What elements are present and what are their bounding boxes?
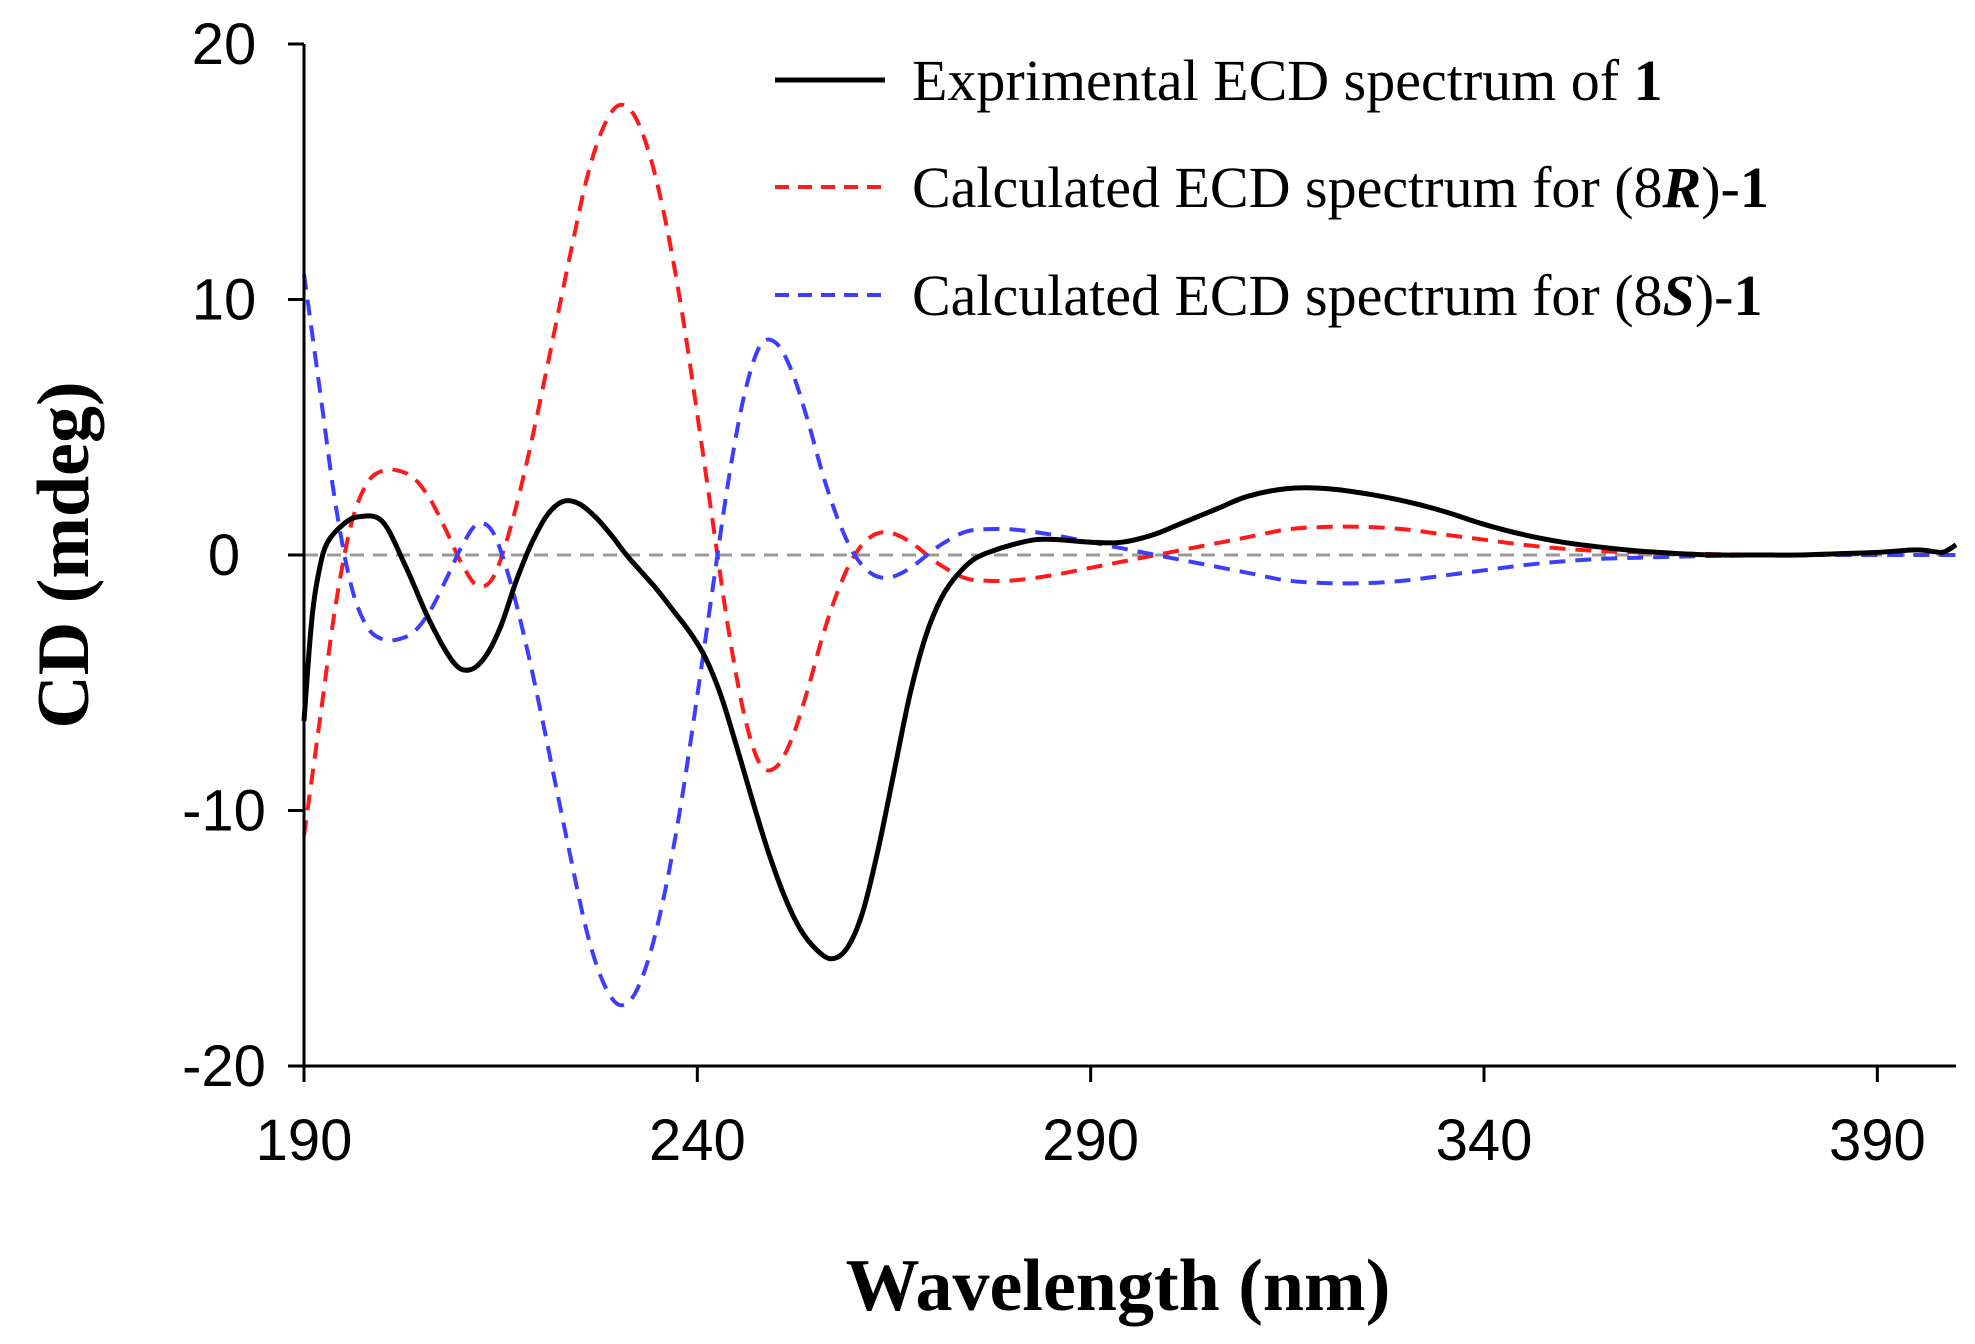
x-tick-label: 190 — [256, 1108, 353, 1173]
series-layer — [301, 102, 1958, 1008]
x-tick-label: 290 — [1042, 1108, 1139, 1173]
legend: Exprimental ECD spectrum of 1 Calculated … — [775, 48, 1769, 328]
y-tick-label: -20 — [182, 1034, 266, 1099]
x-axis-title: Wavelength (nm) — [846, 1245, 1391, 1327]
x-tick-label: 390 — [1829, 1108, 1926, 1173]
series-line-1 — [302, 102, 1956, 837]
series-line-2 — [302, 273, 1956, 1008]
y-tick-label: -10 — [182, 779, 266, 844]
y-tick-label: 10 — [192, 268, 257, 333]
y-tick-label: 0 — [208, 523, 240, 588]
y-tick-label: 20 — [192, 12, 257, 77]
legend-label: Calculated ECD spectrum for (8S)-1 — [912, 263, 1762, 328]
y-axis-title: CD (mdeg) — [23, 381, 105, 728]
series-line-0 — [301, 485, 1958, 962]
x-tick-label: 240 — [649, 1108, 746, 1173]
x-tick-label: 340 — [1436, 1108, 1533, 1173]
axis-layer: 20 10 0 -10 -20 190 240 290 340 390 — [182, 12, 1956, 1173]
legend-label: Exprimental ECD spectrum of 1 — [912, 48, 1663, 113]
legend-label: Calculated ECD spectrum for (8R)-1 — [912, 155, 1769, 220]
